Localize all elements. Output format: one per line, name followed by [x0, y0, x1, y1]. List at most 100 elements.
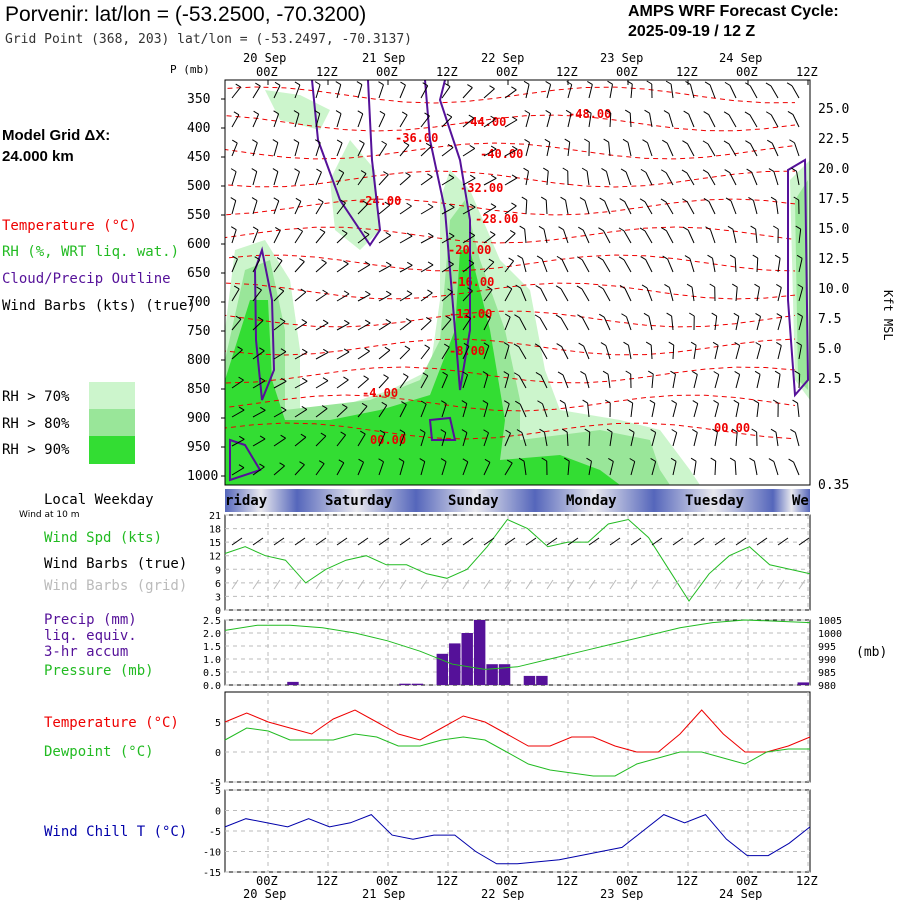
wind-barb-staff — [735, 316, 740, 331]
kft-tick-label: 20.0 — [818, 162, 849, 177]
wind-barb-flag — [703, 111, 709, 115]
temperature-contour — [224, 170, 796, 188]
wind-barb-staff — [231, 142, 238, 157]
precip-bar — [287, 681, 299, 685]
wind-barb-staff — [687, 230, 695, 244]
wind-barb-staff — [504, 205, 517, 215]
wind-barb-flag — [538, 225, 545, 230]
rh-shading — [225, 90, 810, 485]
wind-barb-staff — [693, 403, 699, 418]
wind-barb-flag — [449, 203, 455, 208]
grid-wind-barb — [504, 579, 512, 590]
wind-barb-flag — [790, 429, 796, 433]
wind-barb-flag — [322, 289, 328, 294]
wind-barb-staff — [378, 143, 388, 157]
surface-wind-barb — [483, 537, 495, 546]
wind-barb-flag — [561, 428, 568, 433]
wind-barb-staff — [756, 374, 761, 389]
wind-barb-staff — [315, 231, 326, 244]
wind-barb-flag — [297, 227, 303, 232]
wind-barb-staff — [462, 87, 473, 99]
wind-barb-flag — [251, 168, 258, 172]
wind-barb-flag — [603, 138, 609, 143]
wind-barb-flag — [343, 348, 350, 353]
wind-barb-staff — [273, 230, 281, 244]
wind-barb-staff — [732, 229, 737, 244]
wind-barb-flag — [724, 169, 730, 173]
wind-barb-flag — [770, 196, 777, 201]
wind-barb-flag — [405, 172, 411, 177]
legend-rh70-swatch — [89, 382, 135, 409]
legend-wind: Wind Barbs (kts) (true) — [2, 298, 196, 314]
wind-barb-staff — [672, 432, 678, 447]
wind-barb-flag — [564, 138, 570, 143]
wind-barb-flag — [359, 140, 365, 144]
wind-barb-staff — [735, 432, 738, 447]
wind-barb-staff — [273, 290, 285, 302]
bottom-hour-label: 12Z — [436, 874, 458, 888]
surface-wind-barb — [735, 537, 747, 546]
wind-barb-staff — [315, 351, 329, 360]
wind-barb-flag — [341, 404, 348, 408]
wind-barb-staff — [357, 113, 364, 128]
wind-barb-flag — [338, 459, 345, 464]
wind-barb-staff — [273, 380, 287, 389]
kft-tick-label: 7.5 — [818, 312, 841, 327]
wind-barb-staff — [645, 172, 653, 186]
wind-barb-flag — [462, 458, 469, 463]
wind-barb-staff — [604, 200, 611, 215]
wind-panel-frame — [224, 514, 811, 611]
wind-barb-staff — [483, 206, 497, 215]
wind-barb-staff — [525, 199, 528, 215]
wind-barb-staff — [688, 113, 695, 128]
wind-barb-staff — [518, 375, 527, 389]
temperature-contour — [224, 142, 796, 160]
wind-barb-staff — [294, 409, 308, 418]
wind-barb-staff — [567, 84, 573, 99]
wind-barb-flag — [340, 431, 346, 436]
surface-wind-barb — [252, 537, 264, 546]
surface-wind-barb — [672, 537, 684, 546]
wind-barb-flag — [733, 399, 740, 404]
wind-barb-staff — [773, 171, 779, 186]
wind-barb-flag — [618, 227, 625, 232]
wind-barb-flag — [514, 400, 521, 405]
wind-barb-flag — [485, 314, 491, 318]
wind-barb-staff — [629, 112, 632, 128]
wind-barb-staff — [566, 431, 569, 447]
wind-barb-flag — [490, 203, 497, 208]
wind-barb-staff — [756, 345, 762, 360]
wind-barb-flag — [750, 225, 756, 230]
wind-barb-staff — [520, 287, 527, 302]
wind-barb-flag — [601, 168, 607, 172]
wind-barb-flag — [562, 167, 569, 172]
wind-barb-flag — [692, 370, 698, 375]
wind-barb-staff — [504, 374, 510, 389]
wind-barb-staff — [518, 346, 527, 360]
wind-barb-flag — [448, 232, 455, 237]
wind-barb-flag — [515, 284, 521, 289]
wind-barb-staff — [712, 258, 716, 273]
wind-barb-staff — [294, 351, 308, 360]
grid-wind-barb — [693, 579, 701, 590]
top-hour-label: 00Z — [376, 65, 398, 79]
wind-barb-staff — [777, 345, 782, 360]
wind-barb-staff — [608, 142, 611, 157]
grid-wind-barb — [357, 579, 365, 590]
wind-barb-staff — [315, 292, 328, 302]
p-tick-label: 500 — [187, 179, 210, 194]
wind-barb-staff — [651, 374, 654, 389]
wind-barb-staff — [567, 461, 570, 476]
wind-barb-flag — [301, 377, 308, 382]
precip-bar — [411, 683, 424, 685]
wind-barb-staff — [504, 288, 513, 302]
wind-barb-staff — [665, 230, 674, 244]
wind-barb-staff — [708, 114, 716, 128]
surface-wind-barb — [315, 537, 327, 546]
wind-barb-staff — [315, 435, 327, 447]
wind-barb-staff — [627, 142, 632, 157]
wind-barb-staff — [540, 375, 548, 389]
wind-barb-staff — [441, 374, 449, 389]
weekday-title: Local Weekday — [44, 492, 154, 508]
wind-barb-flag — [665, 80, 672, 85]
